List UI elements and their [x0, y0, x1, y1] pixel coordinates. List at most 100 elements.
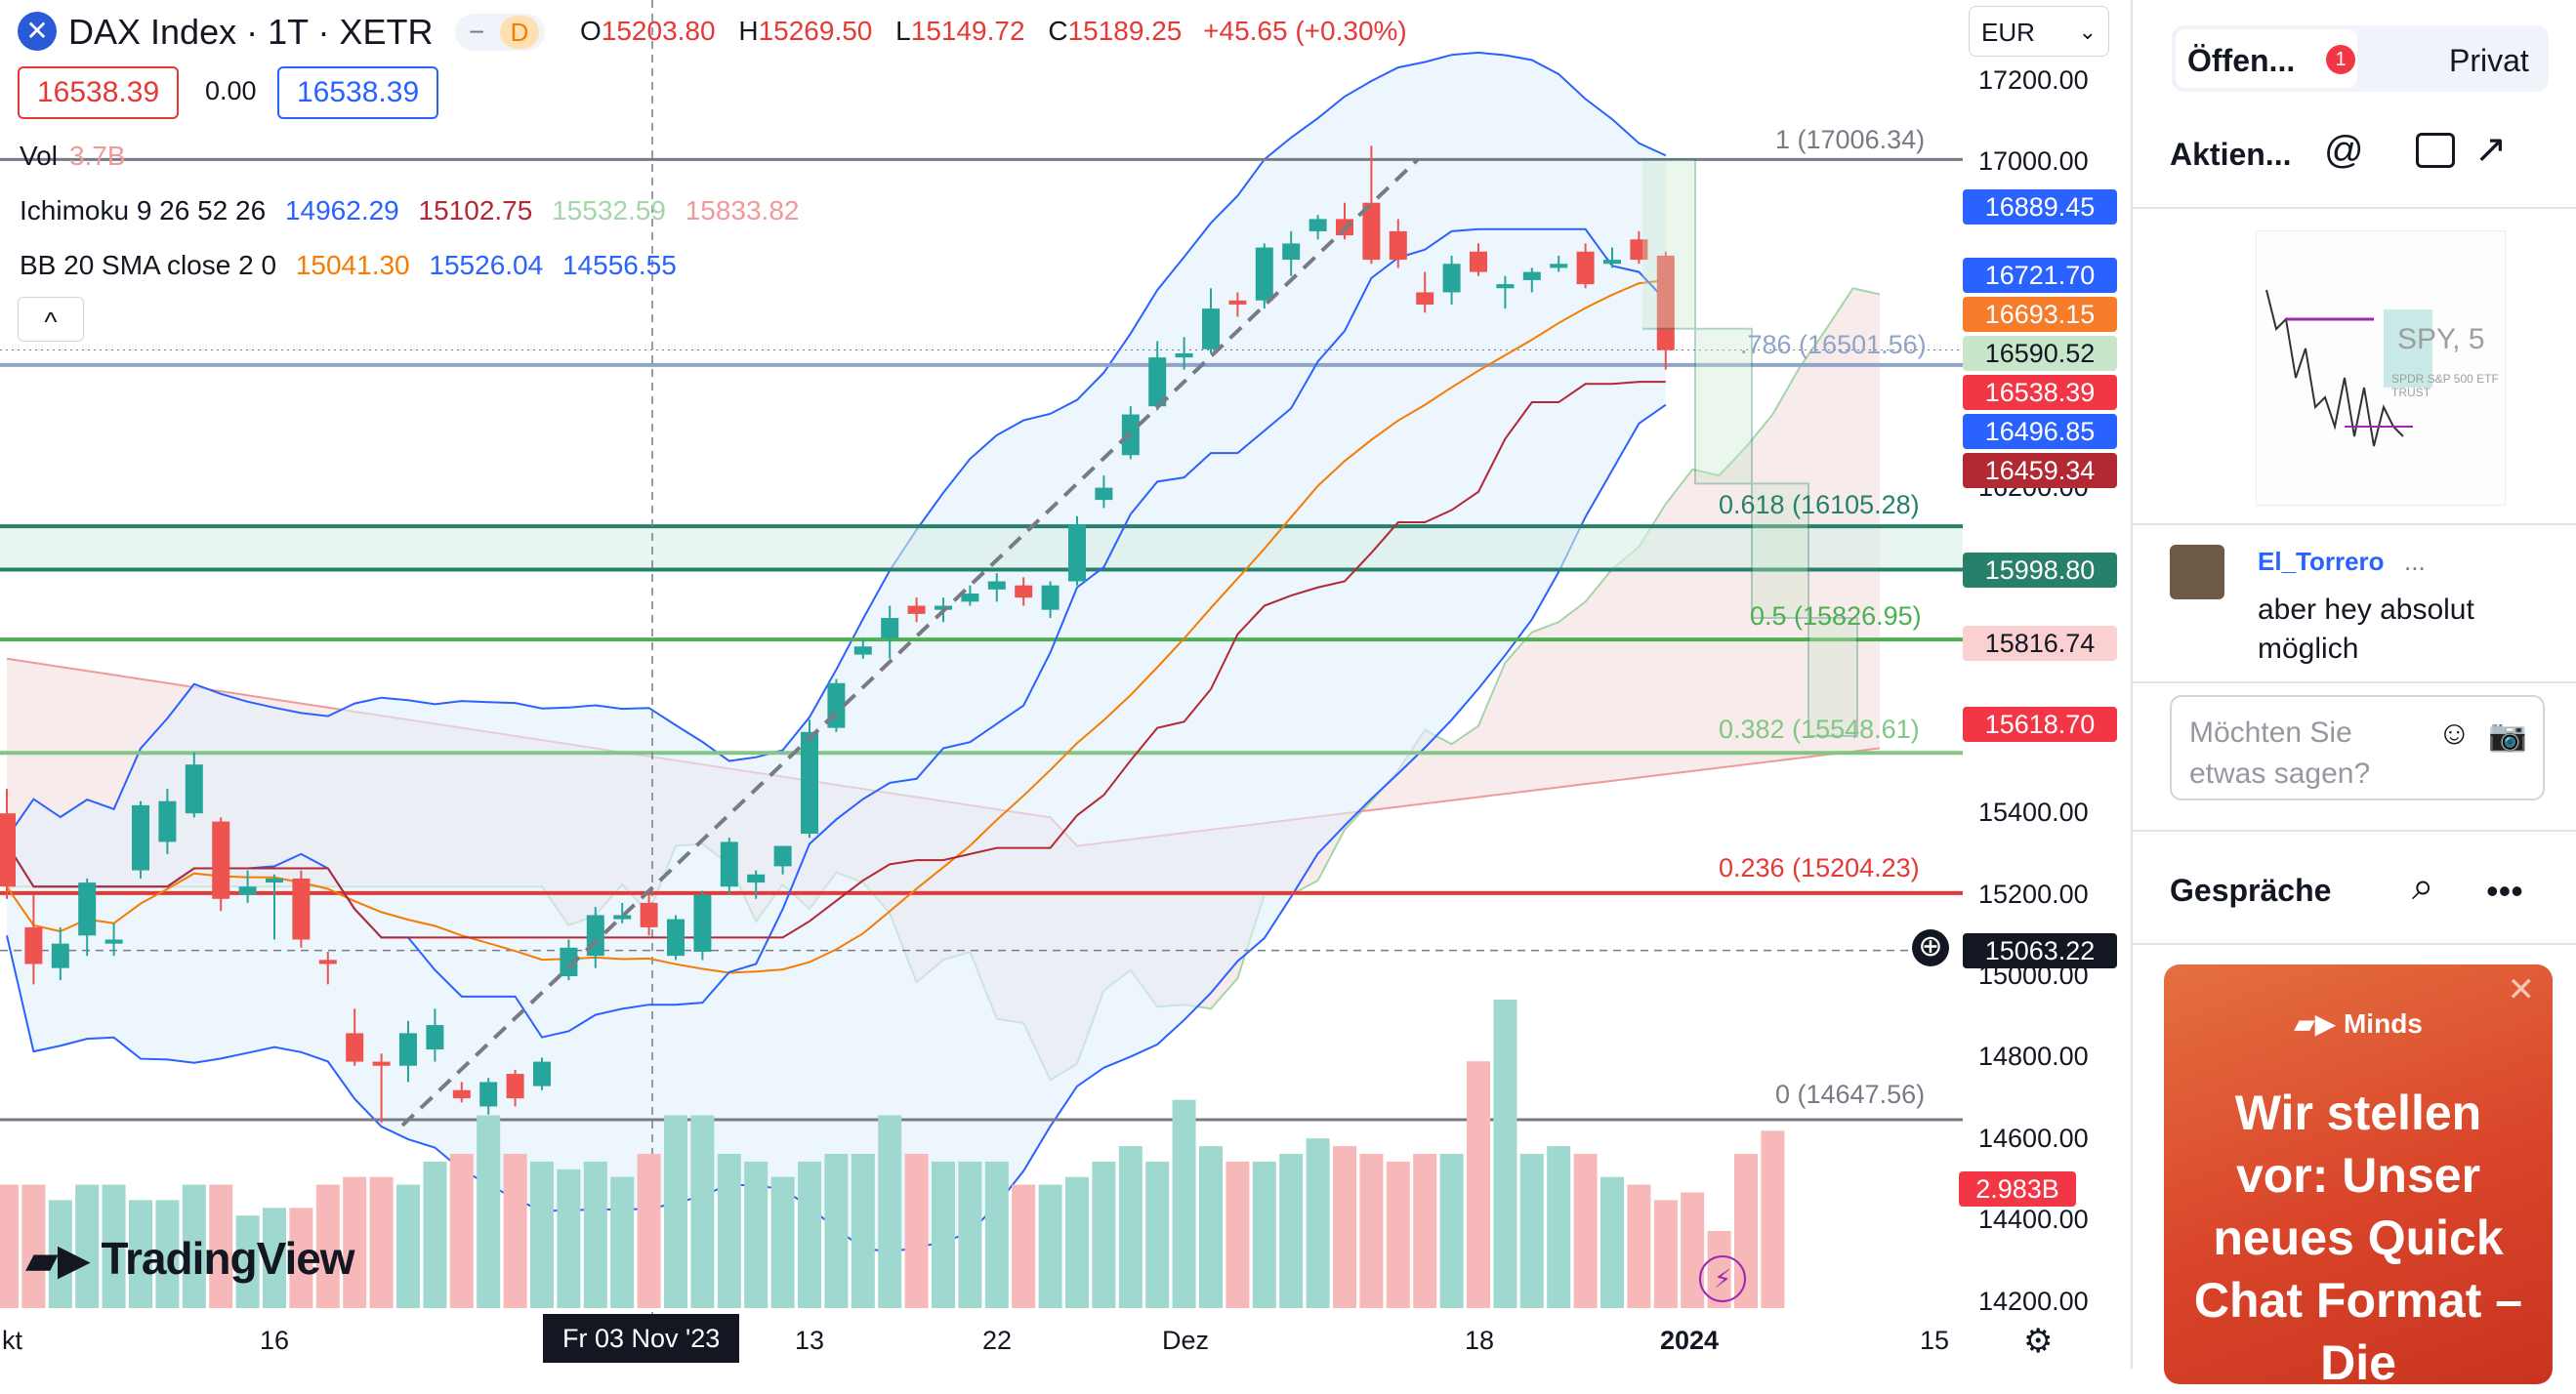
candle-body-26 [693, 894, 712, 952]
candle-body-10 [266, 878, 283, 883]
candle-body-9 [238, 886, 257, 895]
camera-icon[interactable]: 📷 [2488, 718, 2527, 753]
volume-bar-5 [129, 1200, 152, 1308]
candle-body-32 [853, 646, 872, 655]
volume-bar-62 [1653, 1200, 1678, 1308]
hr-1 [2133, 207, 2576, 209]
watermark-text: TradingView [101, 1233, 354, 1284]
candle-body-55 [1470, 251, 1487, 272]
symbol-title[interactable]: DAX Index · 1T · XETR [68, 12, 434, 52]
o-value: 15203.80 [601, 16, 716, 46]
candle-body-12 [318, 960, 337, 964]
x-tick-22: 22 [982, 1326, 1013, 1355]
conversations-title: Gespräche [2170, 873, 2332, 908]
tab-open[interactable]: Öffen... 1 [2176, 29, 2357, 88]
candle-body-4 [104, 939, 123, 944]
candle-body-19 [506, 1074, 524, 1099]
candle-body-5 [132, 804, 149, 871]
ichimoku-legend[interactable]: Ichimoku 9 26 52 26 14962.29 15102.75 15… [20, 195, 810, 226]
bollinger-legend[interactable]: BB 20 SMA close 2 0 15041.30 15526.04 14… [20, 250, 688, 281]
y-tick: 17200.00 [1978, 64, 2089, 95]
ichimoku-conversion: 14962.29 [284, 195, 399, 226]
x-tick-dez: Dez [1162, 1326, 1210, 1355]
panel-divider[interactable] [2131, 0, 2133, 1369]
tab-open-label: Öffen... [2187, 43, 2296, 78]
volume-bar-21 [557, 1168, 581, 1308]
fibonacci-retracement[interactable] [0, 157, 1963, 1122]
sell-price-button[interactable]: 16538.39 [18, 66, 180, 119]
notification-badge: 1 [2326, 45, 2355, 74]
bb-label: BB 20 SMA close 2 0 [20, 250, 277, 280]
add-alert-icon[interactable]: ⊕ [1912, 929, 1949, 966]
chart-thumbnail[interactable]: SPY, 5 SPDR S&P 500 ETF TRUST [2256, 230, 2506, 506]
time-axis[interactable]: kt 16 Fr 03 Nov '23 13 22 Dez 18 2024 15 [0, 1314, 1963, 1369]
spread-value: 0.00 [205, 76, 257, 105]
volume-bar-61 [1627, 1184, 1651, 1308]
minds-label: Minds [2343, 1008, 2423, 1039]
search-icon[interactable]: ⌕ [2412, 865, 2434, 908]
emoji-icon[interactable]: ☺ [2437, 715, 2472, 752]
volume-bar-7 [182, 1184, 206, 1308]
volume-bar-56 [1493, 1000, 1517, 1308]
ichimoku-base-line [6, 381, 1666, 939]
badge-group[interactable]: − D [455, 14, 545, 51]
candle-body-44 [1175, 352, 1193, 358]
more-options-icon[interactable]: ••• [2486, 871, 2523, 911]
candle-body-39 [1041, 585, 1059, 610]
candle-body-54 [1442, 264, 1461, 293]
candle-body-53 [1416, 292, 1434, 305]
mention-icon[interactable]: @ [2324, 129, 2364, 172]
volume-bar-11 [289, 1208, 313, 1308]
volume-bar-4 [102, 1184, 126, 1308]
candle-body-24 [640, 902, 658, 927]
lightning-icon[interactable]: ⚡ [1699, 1255, 1746, 1302]
buy-price-button[interactable]: 16538.39 [277, 66, 439, 119]
message-user[interactable]: El_Torrero [2258, 547, 2385, 576]
candle-body-47 [1255, 247, 1273, 301]
user-avatar[interactable] [2170, 545, 2224, 599]
candle-body-18 [479, 1082, 498, 1107]
price-tag: 15063.22 [1963, 932, 2117, 968]
chart-area[interactable]: ✕ DAX Index · 1T · XETR − D O15203.80 H1… [0, 0, 2131, 1369]
volume-bar-55 [1467, 1061, 1490, 1308]
promo-card[interactable]: ✕ ▰▶ Minds Wir stellen vor: Unser neues … [2164, 964, 2553, 1390]
currency-select[interactable]: EUR ⌄ [1969, 6, 2109, 57]
candle-body-40 [1068, 524, 1086, 582]
message-text-1: aber hey absolut [2258, 594, 2474, 626]
badge-minus[interactable]: − [469, 17, 485, 47]
external-link-icon[interactable]: ↗ [2474, 128, 2508, 171]
settings-gear-icon[interactable]: ⚙ [2023, 1323, 2054, 1360]
volume-legend[interactable]: Vol 3.7B [20, 141, 138, 172]
y-tick: 14200.00 [1978, 1286, 2089, 1316]
volume-bar-0 [0, 1184, 19, 1308]
bb-upper-line [6, 51, 1667, 839]
close-icon[interactable]: ✕ [2507, 971, 2536, 1008]
tab-private[interactable]: Privat [2449, 43, 2529, 78]
volume-bar-15 [396, 1184, 420, 1308]
volume-bar-38 [1012, 1184, 1036, 1308]
badge-d[interactable]: D [500, 16, 539, 49]
volume-bar-23 [610, 1176, 635, 1308]
candlestick-chart[interactable] [0, 0, 2131, 1369]
message-input[interactable]: Möchten Sie etwas sagen? ☺ 📷 [2170, 695, 2545, 800]
hr-2 [2133, 523, 2576, 525]
drawings[interactable] [400, 157, 1858, 1128]
y-tick: 14400.00 [1978, 1205, 2089, 1235]
candle-body-43 [1148, 357, 1167, 407]
volume-bar-40 [1065, 1176, 1089, 1308]
volume-bar-36 [958, 1161, 982, 1308]
section-title[interactable]: Aktien... [2170, 137, 2292, 172]
ichimoku-conversion-line [6, 227, 1667, 1039]
currency-label: EUR [1981, 18, 2035, 47]
trend-line [400, 157, 1420, 1128]
bollinger-bands [6, 51, 1667, 1253]
candle-body-41 [1095, 487, 1113, 501]
volume-bar-44 [1172, 1099, 1196, 1308]
message-more[interactable]: ... [2404, 547, 2426, 576]
candle-body-34 [907, 605, 926, 614]
expand-icon[interactable] [2416, 133, 2455, 168]
promo-line-1: Wir stellen [2234, 1086, 2482, 1140]
collapse-legend-button[interactable]: ^ [18, 297, 84, 342]
candle-body-48 [1282, 243, 1301, 261]
volume-bar-18 [477, 1115, 501, 1308]
